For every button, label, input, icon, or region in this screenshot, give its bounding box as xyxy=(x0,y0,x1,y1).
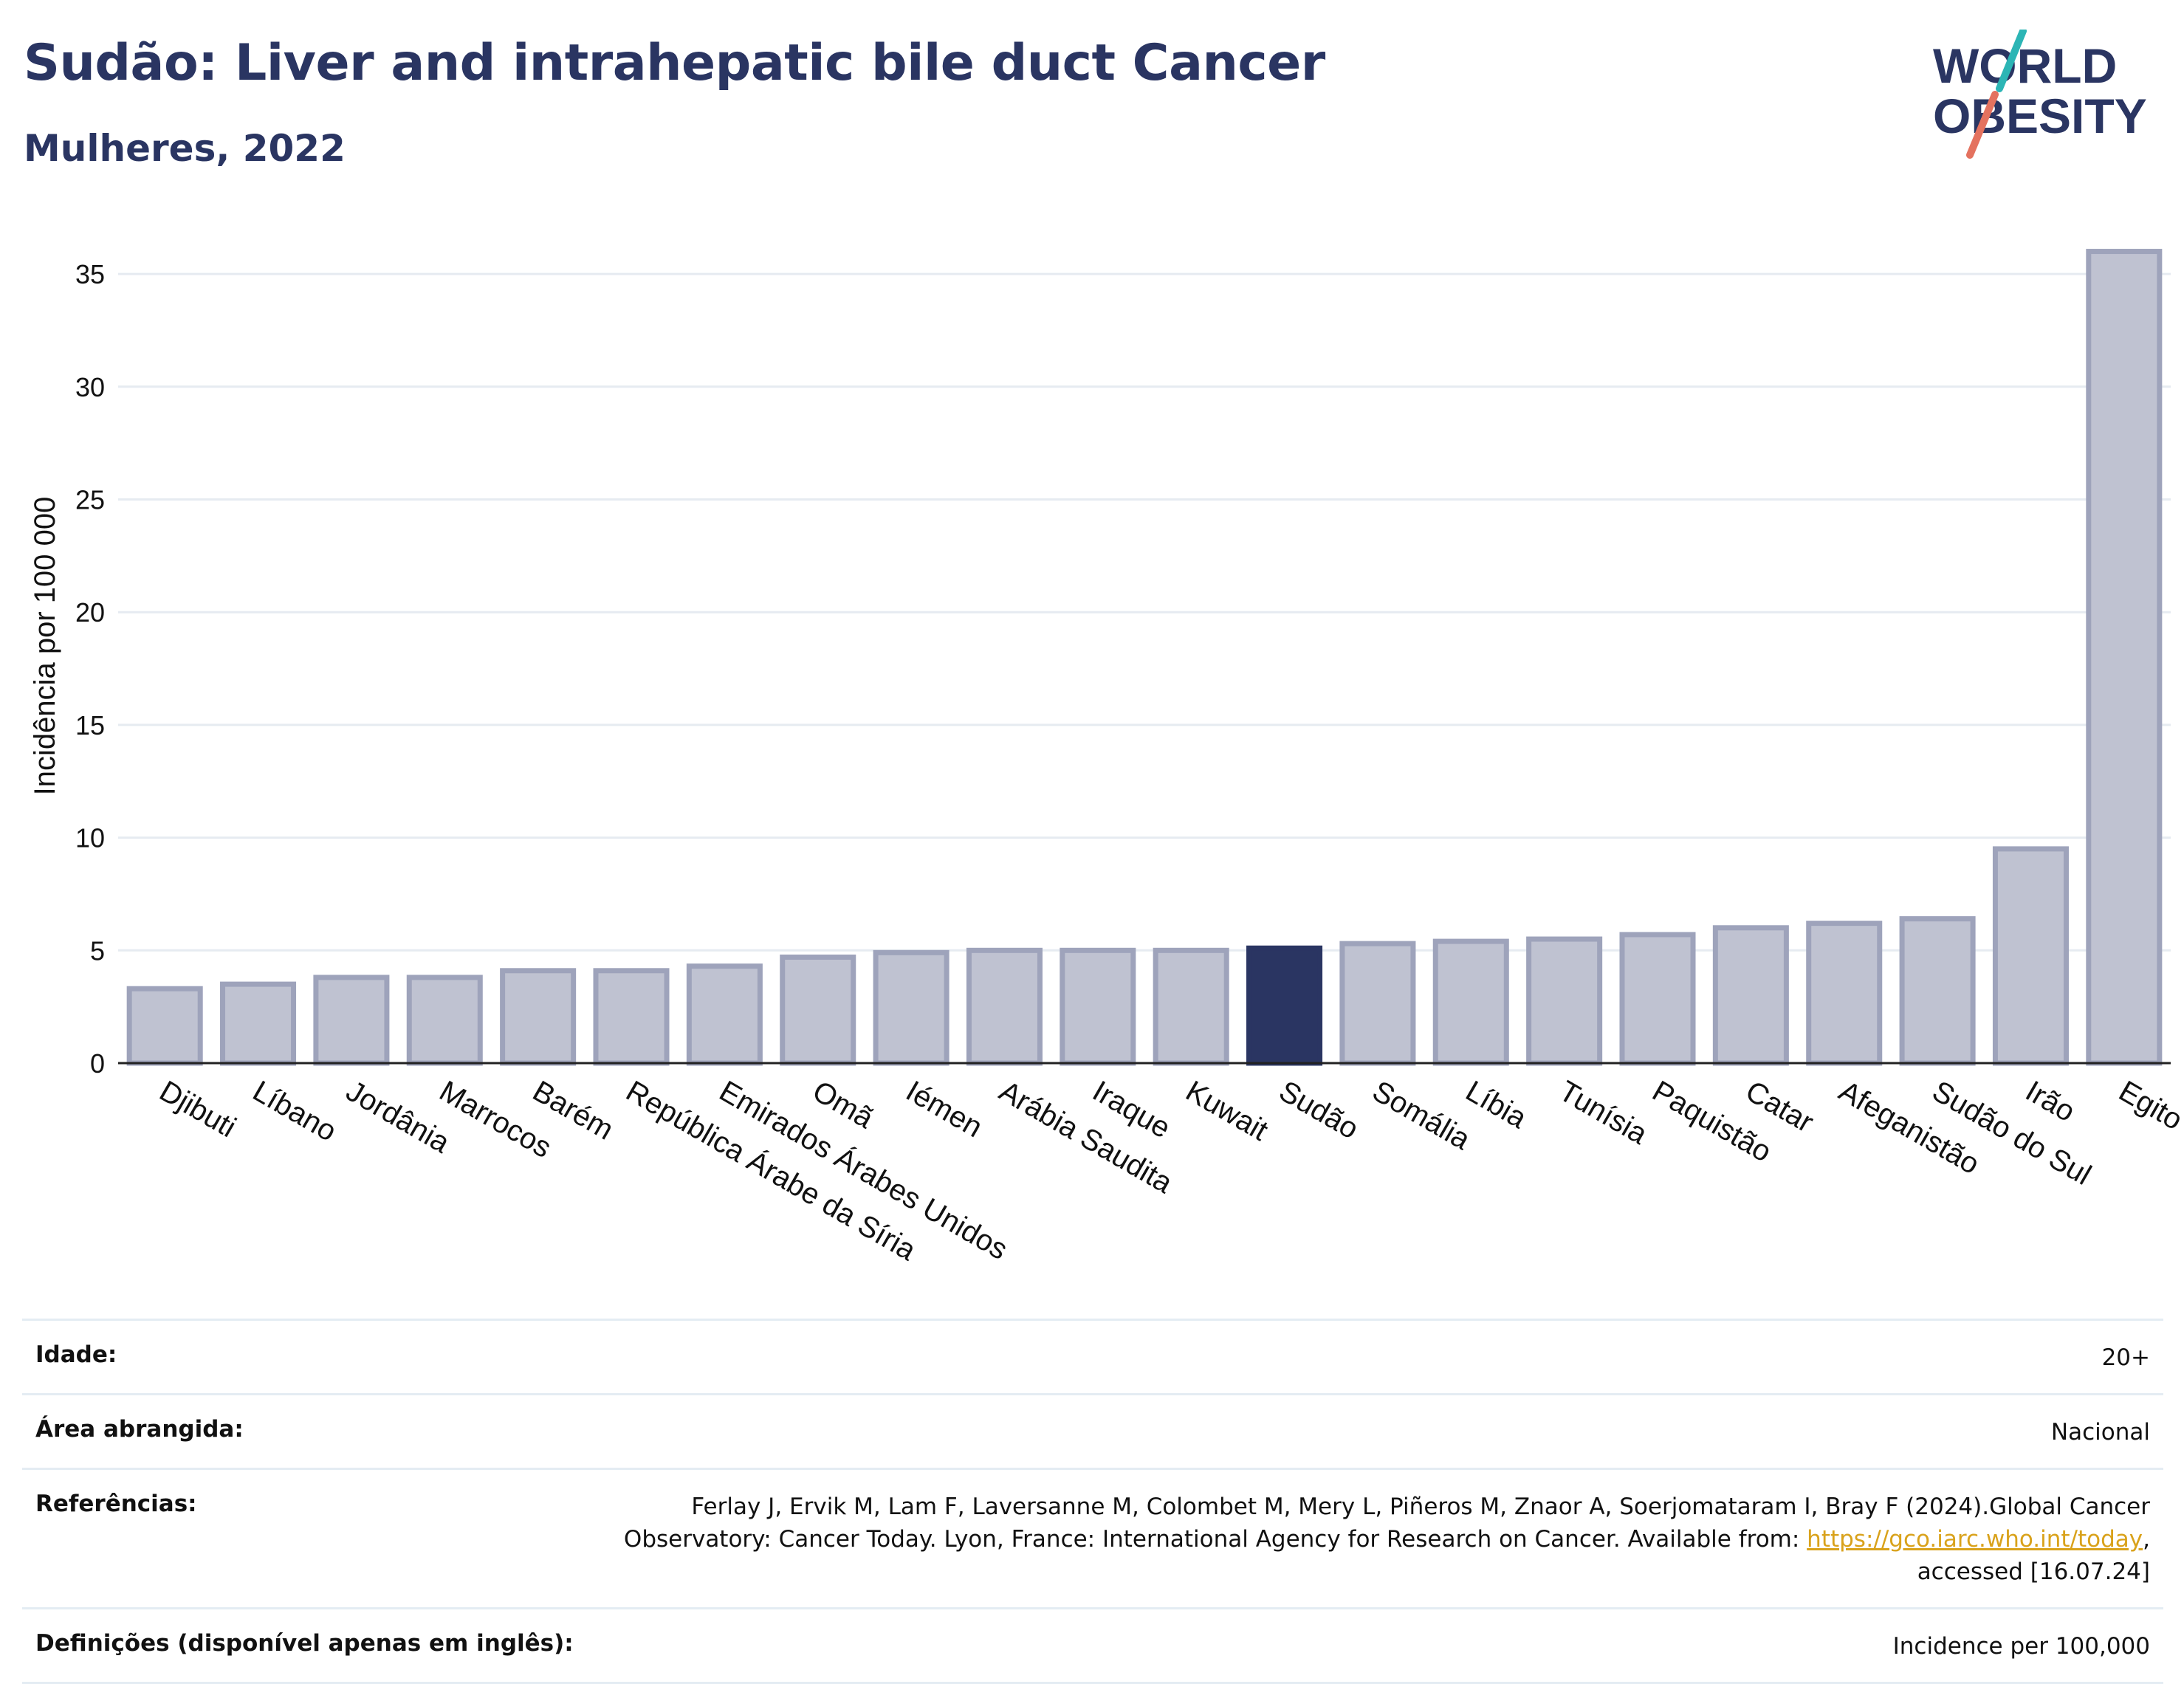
bar xyxy=(1806,921,1883,1066)
age-value: 20+ xyxy=(2101,1344,2150,1371)
y-tick-label: 15 xyxy=(75,710,105,740)
bar xyxy=(126,986,203,1066)
x-tick-label: Irão xyxy=(2020,1075,2081,1129)
chart-title: Sudão: Liver and intrahepatic bile duct … xyxy=(24,34,1325,92)
y-tick-label: 10 xyxy=(75,823,105,853)
bar-highlighted xyxy=(1246,945,1323,1066)
bar xyxy=(1153,947,1229,1066)
y-tick-label: 5 xyxy=(90,935,105,966)
bar xyxy=(1339,941,1416,1066)
references-value: Ferlay J, Ervik M, Lam F, Laversanne M, … xyxy=(563,1491,2150,1588)
bar xyxy=(406,975,483,1066)
meta-row-definitions: Definições (disponível apenas em inglês)… xyxy=(22,1607,2163,1684)
y-tick-label: 20 xyxy=(75,597,105,628)
x-tick-label: Jordânia xyxy=(340,1075,456,1160)
bar xyxy=(1992,846,2069,1066)
references-label: Referências: xyxy=(35,1491,197,1517)
bar xyxy=(1432,938,1509,1066)
area-value: Nacional xyxy=(2050,1419,2150,1446)
meta-row-age: Idade: 20+ xyxy=(22,1319,2163,1393)
gridlines xyxy=(118,272,2171,952)
x-tick-label: Iémen xyxy=(901,1075,988,1144)
bar xyxy=(1712,925,1789,1066)
bar xyxy=(686,963,763,1066)
references-text: Ferlay J, Ervik M, Lam F, Laversanne M, … xyxy=(623,1494,2150,1553)
labels: 0 5 10 15 20 25 30 35 Incidência por 100 000 Djib… xyxy=(29,259,2184,1267)
y-axis-title: Incidência por 100 000 xyxy=(29,497,61,796)
x-tick-label: Líbano xyxy=(247,1075,342,1148)
references-link[interactable]: https://gco.iarc.who.int/today xyxy=(1807,1526,2143,1553)
bar-chart: 0 5 10 15 20 25 30 35 Incidência por 100 000 Djib… xyxy=(0,177,2184,1285)
bar xyxy=(1060,947,1136,1066)
area-label: Área abrangida: xyxy=(35,1416,244,1443)
age-label: Idade: xyxy=(35,1341,117,1368)
bars xyxy=(126,249,2163,1066)
x-tick-label: Egito xyxy=(2113,1075,2184,1137)
world-obesity-logo: WORLD OBESITY xyxy=(1920,30,2171,162)
svg-text:OBESITY: OBESITY xyxy=(1933,89,2147,143)
bar xyxy=(313,975,390,1066)
metadata-table: Idade: 20+ Área abrangida: Nacional Refe… xyxy=(22,1319,2163,1684)
meta-row-references: Referências: Ferlay J, Ervik M, Lam F, L… xyxy=(22,1468,2163,1607)
y-tick-label: 25 xyxy=(75,484,105,515)
bar xyxy=(593,968,670,1066)
bar xyxy=(780,954,856,1066)
bar xyxy=(220,981,297,1066)
bar xyxy=(1619,932,1696,1066)
bar xyxy=(1526,936,1603,1066)
bar xyxy=(2086,249,2163,1066)
y-tick-label: 0 xyxy=(90,1048,105,1079)
bar xyxy=(1899,916,1976,1066)
bar xyxy=(966,947,1043,1066)
x-tick-label: Kuwait xyxy=(1181,1075,1274,1147)
x-tick-label: Sudão xyxy=(1274,1075,1364,1146)
meta-row-area: Área abrangida: Nacional xyxy=(22,1393,2163,1468)
bar xyxy=(500,968,577,1066)
svg-text:WORLD: WORLD xyxy=(1933,38,2117,93)
x-tick-label: Djibuti xyxy=(154,1075,241,1144)
definitions-value: Incidence per 100,000 xyxy=(1892,1633,2150,1660)
definitions-label: Definições (disponível apenas em inglês)… xyxy=(35,1630,574,1657)
y-tick-label: 35 xyxy=(75,259,105,289)
bar xyxy=(873,949,950,1066)
references-accessed: , accessed [16.07.24] xyxy=(1917,1526,2150,1585)
x-tick-label: Tunísia xyxy=(1553,1075,1653,1151)
x-tick-label: Somália xyxy=(1367,1075,1476,1157)
y-tick-label: 30 xyxy=(75,372,105,402)
chart-subtitle: Mulheres, 2022 xyxy=(24,127,346,170)
